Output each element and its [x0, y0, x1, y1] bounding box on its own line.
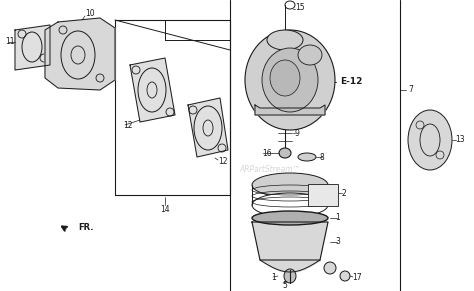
Ellipse shape: [267, 30, 303, 50]
Bar: [115, 20, 230, 195]
Polygon shape: [255, 105, 325, 115]
Ellipse shape: [284, 269, 296, 283]
Ellipse shape: [262, 48, 318, 112]
Ellipse shape: [324, 262, 336, 274]
Ellipse shape: [245, 30, 335, 130]
Ellipse shape: [279, 148, 291, 158]
Ellipse shape: [252, 193, 328, 217]
Ellipse shape: [298, 45, 322, 65]
Text: 11: 11: [5, 38, 15, 47]
Text: E-12: E-12: [340, 77, 363, 86]
Bar: [308, 184, 338, 206]
Polygon shape: [15, 25, 50, 70]
Ellipse shape: [270, 60, 300, 96]
Text: 1: 1: [335, 214, 340, 223]
Polygon shape: [252, 222, 328, 260]
Ellipse shape: [340, 271, 350, 281]
Text: 15: 15: [295, 3, 305, 13]
Text: 9: 9: [295, 129, 300, 138]
Polygon shape: [45, 18, 115, 90]
Text: 5: 5: [282, 281, 287, 290]
Text: 14: 14: [160, 205, 170, 214]
Text: FR.: FR.: [78, 223, 93, 233]
Text: 3: 3: [335, 237, 340, 246]
Text: 13: 13: [455, 136, 465, 145]
Ellipse shape: [408, 110, 452, 170]
Text: 16: 16: [262, 148, 272, 157]
Ellipse shape: [252, 211, 328, 225]
Ellipse shape: [194, 106, 222, 150]
Text: 12: 12: [123, 120, 133, 129]
Ellipse shape: [22, 32, 42, 62]
Text: 8: 8: [320, 152, 325, 162]
Ellipse shape: [138, 68, 166, 112]
Text: 12: 12: [218, 157, 228, 166]
Text: 10: 10: [85, 10, 95, 19]
Ellipse shape: [61, 31, 95, 79]
Text: 2: 2: [342, 189, 347, 198]
Ellipse shape: [252, 173, 328, 197]
Polygon shape: [188, 98, 228, 157]
Text: 17: 17: [352, 274, 362, 283]
Ellipse shape: [298, 153, 316, 161]
Text: ARPartStream™: ARPartStream™: [239, 166, 301, 175]
Polygon shape: [130, 58, 175, 122]
Text: 1: 1: [271, 274, 276, 283]
Text: 7: 7: [408, 86, 413, 95]
